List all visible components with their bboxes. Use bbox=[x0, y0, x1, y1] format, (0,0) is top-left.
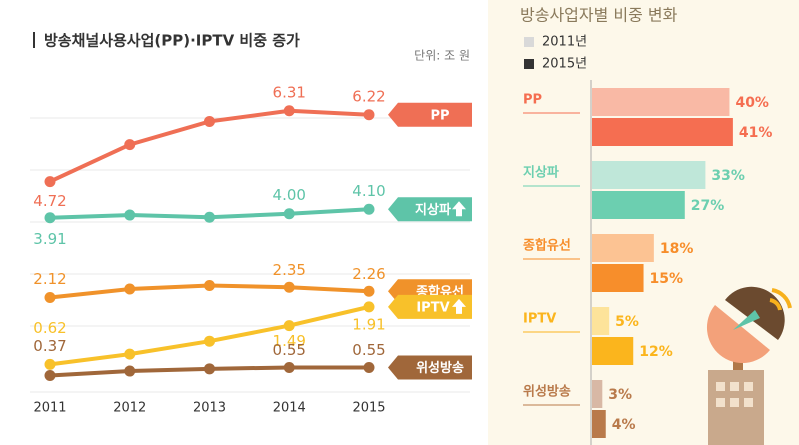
value-label: 4.72 bbox=[33, 192, 66, 210]
chart-title: 방송사업자별 비중 변화 bbox=[520, 6, 678, 25]
legend-label: PP bbox=[430, 108, 449, 123]
value-label: 5% bbox=[615, 314, 639, 330]
value-label: 2.12 bbox=[33, 270, 66, 288]
category-label: 위성방송 bbox=[523, 384, 571, 400]
data-point bbox=[363, 361, 375, 373]
value-label: 4.00 bbox=[273, 186, 306, 204]
legend-label: 위성방송 bbox=[416, 360, 464, 376]
category-label: IPTV bbox=[523, 312, 556, 327]
data-point bbox=[44, 358, 56, 370]
series-tag bbox=[388, 102, 472, 127]
bar bbox=[592, 191, 685, 219]
legend-label: 2011년 bbox=[542, 35, 587, 50]
data-point bbox=[124, 283, 136, 295]
chart-title: 방송채널사용사업(PP)·IPTV 비중 증가 bbox=[44, 32, 300, 50]
data-point bbox=[204, 279, 215, 291]
x-tick-label: 2012 bbox=[113, 401, 146, 416]
bar bbox=[592, 410, 606, 438]
value-label: 33% bbox=[711, 168, 745, 184]
value-label: 2.35 bbox=[273, 261, 306, 279]
data-point bbox=[124, 365, 136, 377]
series-tag bbox=[388, 294, 472, 319]
data-point bbox=[363, 109, 375, 121]
data-point bbox=[124, 139, 136, 151]
satellite-illustration bbox=[706, 286, 792, 445]
data-point bbox=[44, 292, 56, 304]
category-label: PP bbox=[523, 93, 542, 108]
series-tag bbox=[388, 197, 472, 222]
value-label: 3% bbox=[608, 387, 632, 403]
data-point bbox=[124, 209, 136, 221]
series-tag bbox=[388, 355, 472, 380]
legend-label: 2015년 bbox=[542, 57, 587, 72]
bar bbox=[592, 234, 654, 262]
value-label: 6.22 bbox=[352, 87, 385, 105]
bar bbox=[592, 264, 644, 292]
data-point bbox=[283, 105, 295, 117]
data-point bbox=[44, 212, 56, 224]
bar bbox=[592, 161, 706, 189]
x-tick-label: 2015 bbox=[352, 401, 385, 416]
category-label: 지상파 bbox=[523, 166, 559, 181]
value-label: 1.91 bbox=[352, 315, 385, 333]
value-label: 41% bbox=[739, 125, 773, 141]
value-label: 15% bbox=[650, 271, 684, 287]
value-label: 4% bbox=[612, 417, 636, 433]
value-label: 3.91 bbox=[33, 230, 66, 248]
value-label: 0.37 bbox=[33, 337, 66, 355]
x-tick-label: 2014 bbox=[273, 401, 306, 416]
value-label: 0.62 bbox=[33, 319, 66, 337]
unit-label: 단위: 조 원 bbox=[414, 49, 470, 63]
x-tick-label: 2011 bbox=[33, 401, 66, 416]
data-point bbox=[204, 335, 215, 347]
value-label: 0.55 bbox=[273, 341, 306, 359]
value-label: 4.10 bbox=[352, 182, 385, 200]
data-point bbox=[44, 176, 56, 188]
category-label: 종합유선 bbox=[523, 238, 571, 254]
up-arrow-icon bbox=[452, 298, 466, 314]
data-point bbox=[363, 285, 375, 297]
value-label: 27% bbox=[691, 198, 725, 214]
bar bbox=[592, 307, 610, 335]
x-tick-label: 2013 bbox=[193, 401, 226, 416]
legend-swatch bbox=[524, 59, 534, 69]
bar bbox=[592, 337, 634, 365]
data-point bbox=[204, 363, 215, 375]
value-label: 2.26 bbox=[352, 265, 385, 283]
value-label: 6.31 bbox=[273, 83, 306, 101]
value-label: 40% bbox=[735, 95, 769, 111]
legend-swatch bbox=[524, 37, 534, 47]
value-label: 18% bbox=[660, 241, 694, 257]
data-point bbox=[283, 281, 295, 293]
bar bbox=[592, 88, 730, 116]
decor-lines bbox=[30, 117, 470, 393]
up-arrow-icon bbox=[452, 201, 466, 217]
value-label: 1.49 bbox=[273, 332, 306, 350]
data-point bbox=[44, 370, 56, 382]
legend-label: IPTV bbox=[416, 300, 449, 315]
legend-label: 지상파 bbox=[415, 203, 451, 218]
data-point bbox=[283, 361, 295, 373]
data-point bbox=[363, 203, 375, 215]
data-point bbox=[283, 208, 295, 220]
value-label: 12% bbox=[639, 344, 673, 360]
bar bbox=[592, 380, 603, 408]
data-point bbox=[204, 115, 215, 127]
bar bbox=[592, 118, 733, 146]
data-point bbox=[363, 301, 375, 313]
data-point bbox=[283, 320, 295, 332]
data-point bbox=[204, 211, 215, 223]
data-point bbox=[124, 348, 136, 360]
value-label: 0.55 bbox=[352, 341, 385, 359]
